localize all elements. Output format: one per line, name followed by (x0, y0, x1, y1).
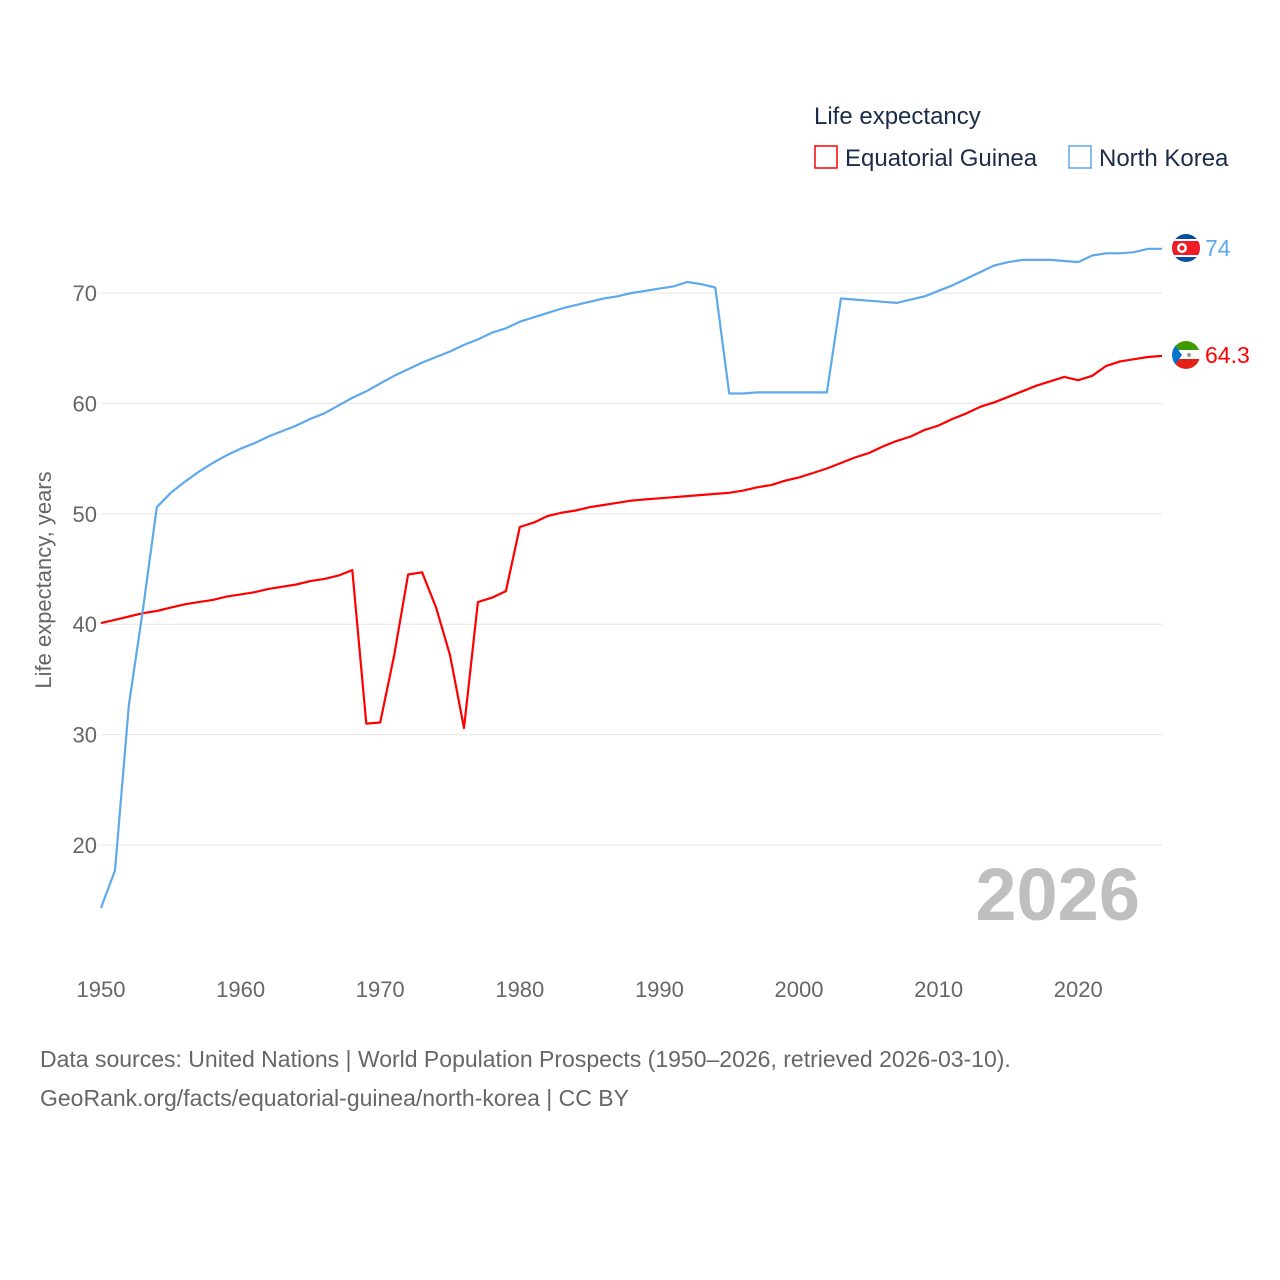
legend-label: Equatorial Guinea (845, 145, 1038, 172)
y-tick-label: 70 (73, 281, 97, 306)
y-tick-label: 30 (73, 723, 97, 748)
footer-sources: Data sources: United Nations | World Pop… (40, 1046, 1011, 1072)
footer-attribution: GeoRank.org/facts/equatorial-guinea/nort… (40, 1085, 629, 1111)
legend-item-north-korea[interactable]: North Korea (1068, 145, 1229, 172)
north-korea-flag-icon (1172, 234, 1200, 262)
y-tick-label: 50 (73, 502, 97, 527)
y-tick-label: 60 (73, 391, 97, 416)
y-axis-label: Life expectancy, years (31, 471, 56, 688)
series-line-equatorial-guinea (100, 354, 1163, 730)
x-tick-label: 2020 (1054, 977, 1103, 1002)
equatorial-guinea-flag-icon (1172, 341, 1200, 369)
legend-swatch (814, 145, 838, 169)
legend-swatch (1068, 145, 1092, 169)
series-line-north-korea (99, 247, 1162, 909)
y-tick-label: 20 (73, 833, 97, 858)
legend-label: North Korea (1099, 145, 1229, 172)
end-value-label: 64.3 (1205, 342, 1250, 368)
x-tick-label: 1990 (635, 977, 684, 1002)
x-tick-label: 1980 (495, 977, 544, 1002)
x-tick-label: 2000 (775, 977, 824, 1002)
end-value-label: 74 (1205, 235, 1231, 261)
year-watermark: 2026 (975, 853, 1140, 936)
y-tick-label: 40 (73, 612, 97, 637)
x-tick-label: 1970 (356, 977, 405, 1002)
x-tick-label: 1950 (77, 977, 126, 1002)
legend-item-equatorial-guinea[interactable]: Equatorial Guinea (814, 145, 1038, 172)
legend-title: Life expectancy (814, 103, 981, 130)
x-tick-label: 1960 (216, 977, 265, 1002)
x-tick-label: 2010 (914, 977, 963, 1002)
